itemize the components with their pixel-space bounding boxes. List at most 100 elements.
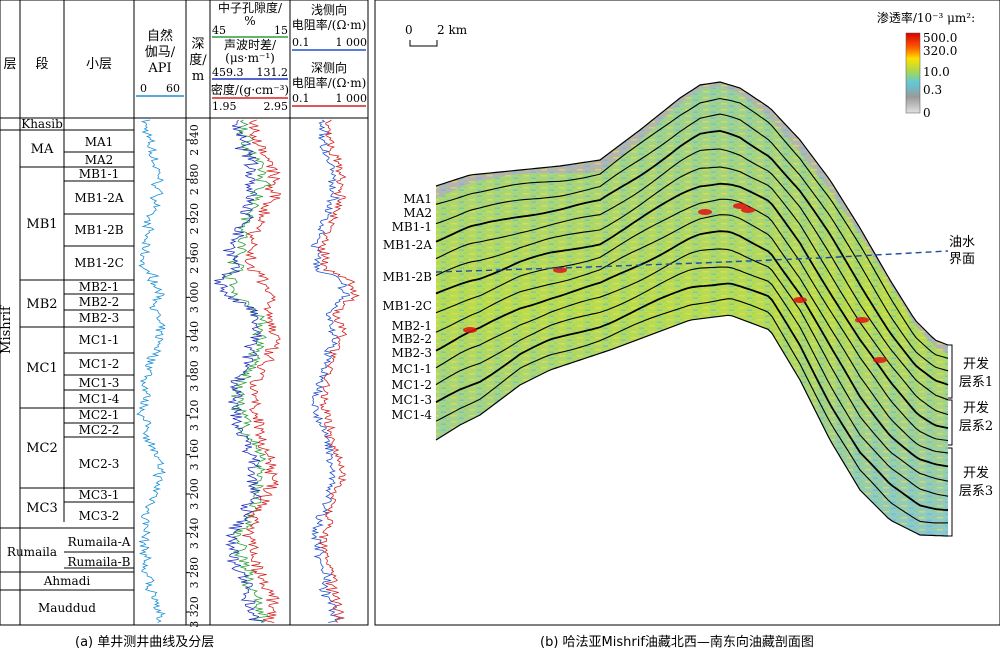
density-max: 2.95 [264,100,289,113]
sublayer-mb2-1: MB2-1 [79,280,119,294]
depth-tick-label: 3 080 [188,360,201,392]
depth-tick-label: 2 960 [188,242,201,274]
shallow-res-title-2: 电阻率/(Ω·m) [292,17,367,32]
development-systems: 开发 层系1 开发 层系2 开发 层系3 [948,344,993,537]
depth-tick-label: 2 840 [188,124,201,156]
sublayer-mc1-4: MC1-4 [79,392,120,406]
layer-label: MB1-2C [382,299,432,313]
dev-system-2-line1: 开发 [963,400,989,416]
deep-res-title-1: 深侧向 [311,60,347,75]
horizon-line [435,198,949,442]
horizon-line [435,148,949,401]
layer-label: MC1-1 [391,362,432,376]
legend-tick-0: 0 [923,106,931,120]
legend-tick-03: 0.3 [923,83,942,97]
sublayer-ma2: MA2 [85,153,114,167]
header-formation: 层 [3,57,16,72]
sublayer-mb1-1: MB1-1 [79,167,119,181]
density-curve [242,119,282,623]
sublayer-mb1-2a: MB1-2A [74,191,123,205]
shallow-res-title-1: 浅侧向 [311,2,347,17]
header-gr-3: API [147,61,171,76]
shallow-max: 1 000 [336,36,368,49]
formation-ahmadi: Ahmadi [43,574,91,588]
layer-label: MC1-4 [391,408,432,422]
owc-line [435,250,949,273]
sublayer-mb1-2c: MB1-2C [74,256,124,270]
layer-labels: MA1MA2MB1-1MB1-2AMB1-2BMB1-2CMB2-1MB2-2M… [382,192,432,422]
layer-label: MB2-3 [392,346,432,360]
density-min: 1.95 [212,100,237,113]
header-sublayer: 小层 [86,57,112,72]
legend-tick-320: 320.0 [923,44,957,58]
neutron-curve [222,119,272,623]
layer-label: MA2 [403,206,432,220]
member-mc3: MC3 [26,501,58,516]
owc-label-2: 界面 [949,252,975,267]
depth-tick-label: 2 920 [188,203,201,235]
horizon-line [435,298,949,524]
scale-bar: 0 2 km [405,23,468,47]
density-title: 密度/(g·cm⁻³) [211,82,289,97]
high-perm-zone [873,357,887,363]
depth-tick-label: 2 880 [188,164,201,196]
sublayer-mc2-3: MC2-3 [79,457,120,471]
sonic-max: 131.2 [257,66,289,79]
deep-min: 0.1 [292,92,310,105]
sublayer-mc1-2: MC1-2 [79,357,120,371]
caption-a: (a) 单井测井曲线及分层 [75,635,215,650]
dev-system-1-line1: 开发 [963,356,989,372]
shallow-res-curve [310,119,351,623]
base-surface [435,314,949,537]
legend-tick-500: 500.0 [923,31,957,45]
horizon-line [435,182,949,429]
high-perm-zone [698,209,712,215]
owc-label-1: 油水 [949,235,975,250]
formation-khasib: Khasib [21,117,63,131]
member-mb1: MB1 [26,217,57,232]
neutron-title: 中子孔隙度/ [218,0,283,15]
gr-max: 60 [166,82,180,95]
sonic-unit: (μs·m⁻¹) [225,51,275,65]
shallow-min: 0.1 [292,36,310,49]
header-depth-3: m [192,69,204,84]
depth-tick-label: 3 160 [188,439,201,471]
layer-label: MB1-2B [383,270,432,284]
horizon-line [435,113,949,372]
horizon-line [435,282,949,512]
sublayer-mc3-2: MC3-2 [79,509,120,523]
depth-tick-label: 3 240 [188,518,201,550]
oil-water-contact: 油水 界面 [435,235,975,273]
dev-system-2-line2: 层系2 [959,419,993,434]
scale-right-label: 2 km [437,23,468,37]
sublayer-mc3-1: MC3-1 [79,488,120,502]
layer-label: MA1 [403,192,432,206]
sublayer-mb1-2b: MB1-2B [74,223,123,237]
layer-label: MB1-2A [383,238,432,252]
header-depth-2: 度/ [189,52,207,68]
sublayer-mb2-3: MB2-3 [79,311,119,325]
header-gr-1: 自然 [147,28,173,44]
horizon-line [435,166,949,416]
horizon-line [435,266,949,497]
depth-tick-label: 3 000 [188,282,201,314]
high-perm-zone [741,207,755,213]
sublayer-mc1-3: MC1-3 [79,376,120,390]
dev-system-3-line2: 层系3 [959,484,993,499]
dev-system-3-line1: 开发 [963,465,989,481]
neutron-max: 15 [274,24,288,37]
legend-tick-10: 10.0 [923,65,950,79]
deep-res-curve [316,119,360,623]
depth-tick-label: 3 320 [188,596,201,628]
gr-curve [136,119,167,623]
permeability-legend: 渗透率/10⁻³ μm²: 500.0 320.0 10.0 0.3 0 [877,10,975,120]
sonic-min: 459.3 [212,66,244,79]
sublayer-mb2-2: MB2-2 [79,295,119,309]
high-perm-zone [793,297,807,303]
deep-max: 1 000 [336,92,368,105]
header-gr-2: 伽马/ [145,45,176,60]
member-ma: MA [31,142,54,157]
depth-tick-label: 3 280 [188,557,201,589]
sonic-curve [214,119,264,623]
